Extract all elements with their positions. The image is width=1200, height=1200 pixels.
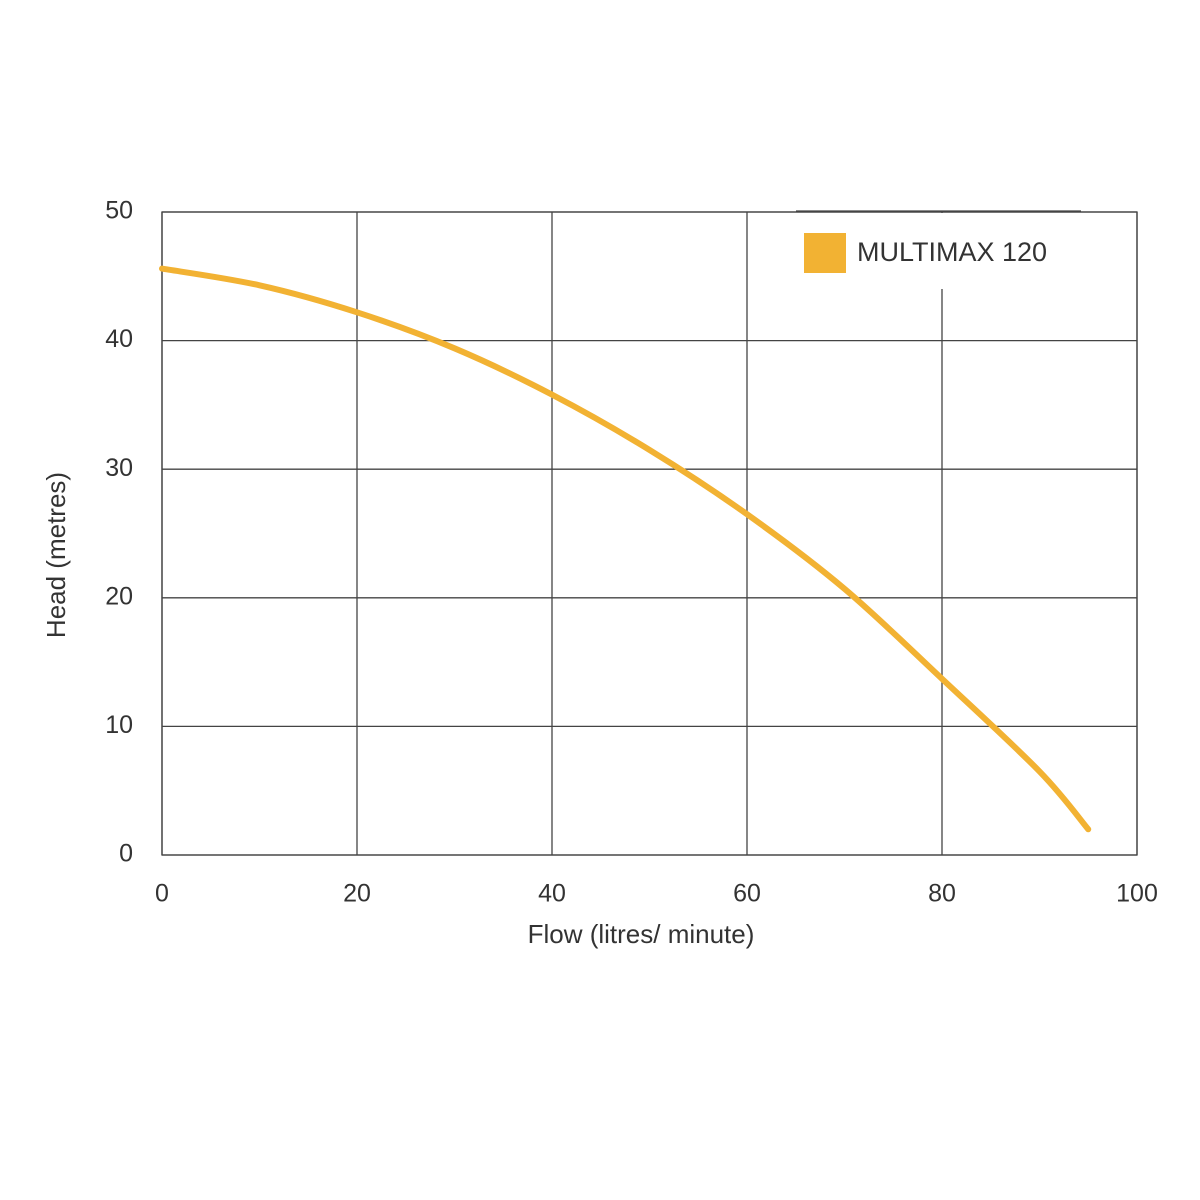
x-tick-label: 0 — [155, 880, 169, 908]
y-tick-label: 0 — [119, 840, 133, 868]
x-tick-label: 60 — [733, 880, 761, 908]
x-axis-label: Flow (litres/ minute) — [528, 919, 755, 949]
y-tick-label: 10 — [105, 711, 133, 739]
y-tick-label: 20 — [105, 582, 133, 610]
x-tick-label: 100 — [1116, 880, 1158, 908]
plot-frame — [161, 211, 1138, 856]
legend-label: MULTIMAX 120 — [857, 237, 1047, 267]
x-tick-label: 20 — [343, 880, 371, 908]
y-axis-label: Head (metres) — [41, 472, 71, 638]
x-tick-label: 40 — [538, 880, 566, 908]
series-line — [159, 265, 1092, 833]
y-tick-label: 50 — [105, 197, 133, 225]
legend-swatch — [804, 233, 846, 273]
y-tick-label: 40 — [105, 325, 133, 353]
x-tick-label: 80 — [928, 880, 956, 908]
y-tick-label: 30 — [105, 454, 133, 482]
